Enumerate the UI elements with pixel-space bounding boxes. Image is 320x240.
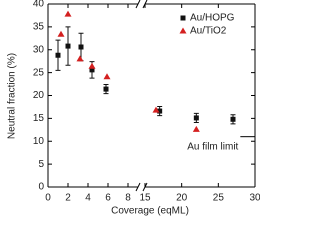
legend-label: Au/HOPG: [190, 13, 235, 24]
marker: [103, 73, 111, 80]
axis-break: [135, 0, 141, 9]
marker: [78, 44, 84, 50]
legend-marker: [179, 27, 187, 34]
legend-marker: [180, 15, 186, 21]
marker: [65, 43, 71, 49]
y-tick-label: 35: [33, 22, 45, 33]
marker: [88, 62, 96, 69]
x-tick-label: 25: [213, 193, 225, 204]
marker: [152, 106, 160, 113]
annotation-text: Au film limit: [187, 141, 238, 152]
marker: [193, 115, 199, 121]
x-tick-label: 6: [105, 193, 111, 204]
y-tick-label: 20: [33, 90, 45, 101]
x-tick-label: 2: [65, 193, 71, 204]
y-tick-label: 40: [33, 0, 45, 10]
y-axis-label: Neutral fraction (%): [7, 53, 18, 139]
marker: [103, 86, 109, 92]
legend-label: Au/TiO2: [190, 26, 227, 37]
y-tick-label: 25: [33, 67, 45, 78]
y-tick-label: 0: [38, 182, 44, 193]
chart: Coverage (eqML) Neutral fraction (%) 0 5 1…: [7, 0, 260, 217]
x-tick-label: 30: [249, 193, 260, 204]
marker: [76, 55, 84, 62]
y-tick-label: 10: [33, 136, 45, 147]
marker: [230, 116, 236, 122]
y-tick-label: 30: [33, 44, 45, 55]
marker: [57, 30, 65, 37]
x-tick-label: 4: [85, 193, 91, 204]
x-tick-label: 20: [176, 193, 188, 204]
marker: [89, 67, 95, 73]
marker: [64, 10, 72, 17]
axis-break: [135, 182, 141, 192]
y-tick-label: 15: [33, 113, 45, 124]
y-tick-label: 5: [38, 159, 44, 170]
x-tick-label: 8: [125, 193, 131, 204]
marker: [157, 108, 163, 114]
x-axis-label: Coverage (eqML): [111, 206, 189, 217]
x-tick-label: 15: [139, 193, 151, 204]
x-tick-label: 0: [45, 193, 51, 204]
marker: [192, 125, 200, 132]
marker: [55, 52, 61, 58]
